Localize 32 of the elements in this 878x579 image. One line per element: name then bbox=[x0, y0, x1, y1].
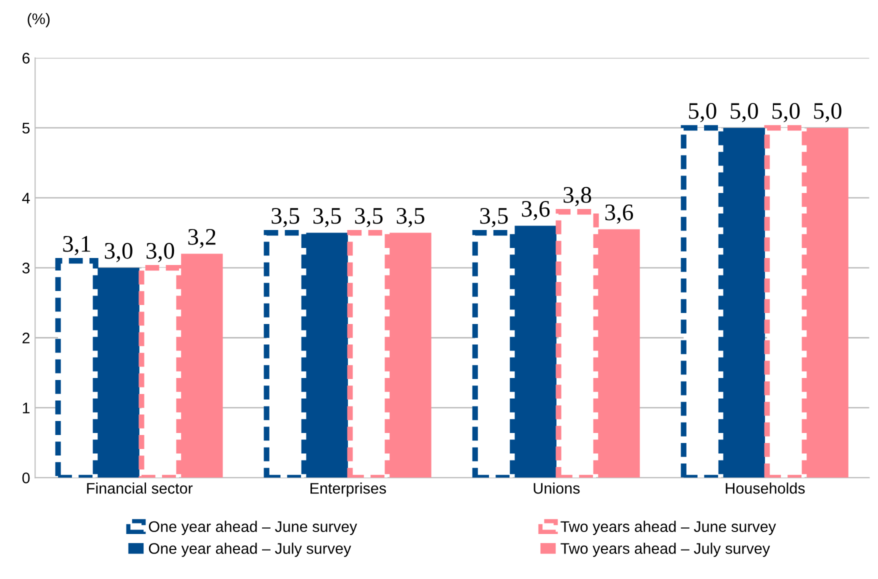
data-label: 3,5 bbox=[396, 208, 424, 228]
data-label: 5,0 bbox=[772, 102, 800, 122]
y-tick-label: 5 bbox=[22, 122, 30, 134]
data-label: 3,6 bbox=[605, 204, 634, 224]
legend-label: Two years ahead – July survey bbox=[560, 542, 770, 557]
data-label: 3,0 bbox=[104, 242, 132, 262]
x-tick-label: Enterprises bbox=[310, 482, 386, 497]
data-label: 5,0 bbox=[814, 102, 842, 122]
data-label: 3,5 bbox=[272, 208, 300, 228]
x-tick-label: Unions bbox=[534, 482, 580, 494]
x-tick-label: Households bbox=[726, 482, 805, 494]
data-label: 3,5 bbox=[355, 208, 383, 228]
legend-label: One year ahead – June survey bbox=[148, 520, 358, 536]
data-label: 3,0 bbox=[146, 242, 174, 262]
data-label: 5,0 bbox=[689, 102, 716, 122]
y-tick-label: 4 bbox=[22, 192, 30, 204]
data-label: 5,0 bbox=[730, 102, 758, 122]
y-tick-label: 0 bbox=[22, 472, 30, 484]
legend-label: Two years ahead – June survey bbox=[560, 520, 776, 536]
data-label: 3,5 bbox=[313, 208, 341, 228]
data-label: 3,2 bbox=[188, 228, 216, 248]
x-tick-label: Financial sector bbox=[87, 482, 193, 494]
data-label: 3,1 bbox=[63, 236, 90, 256]
legend-label: One year ahead – July survey bbox=[148, 542, 352, 557]
y-tick-label: 2 bbox=[22, 332, 30, 344]
y-axis-title: (%) bbox=[28, 13, 50, 28]
data-label: 3,6 bbox=[522, 200, 550, 220]
data-label: 3,5 bbox=[480, 208, 508, 228]
y-tick-label: 6 bbox=[22, 52, 30, 64]
y-tick-label: 1 bbox=[22, 402, 30, 414]
y-tick-label: 3 bbox=[22, 262, 30, 274]
data-label: 3,8 bbox=[564, 186, 592, 206]
